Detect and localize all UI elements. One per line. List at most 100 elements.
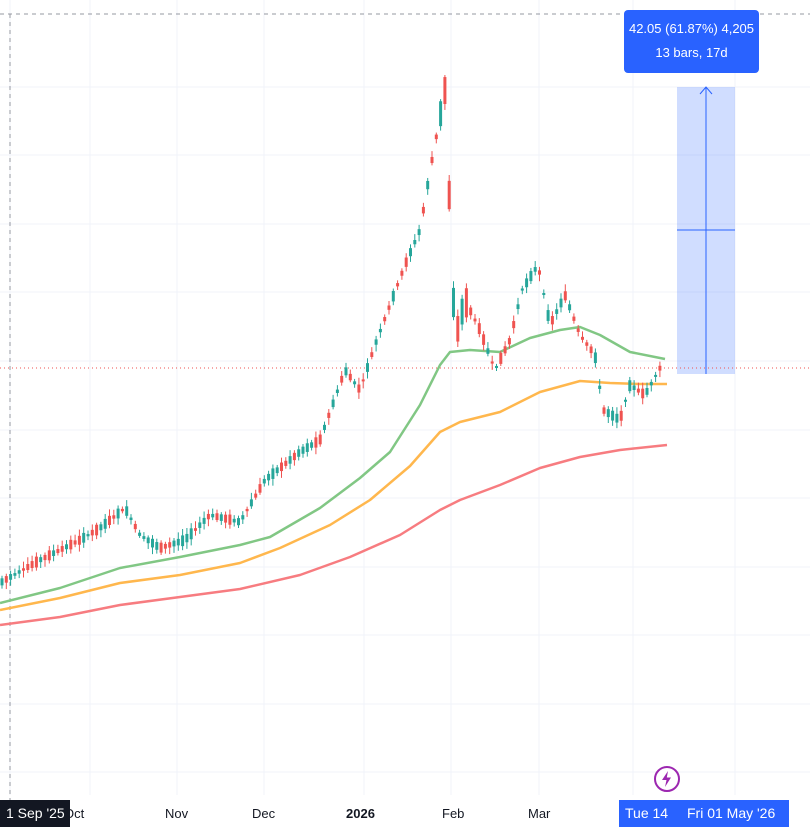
candle-body [529,271,533,282]
candle-body [52,550,56,557]
candle-body [361,379,365,382]
candle-body [4,576,8,583]
candle-body [73,540,77,545]
candle-body [503,346,507,354]
candle-body [559,298,563,308]
lightning-icon[interactable] [654,766,680,792]
candle-body [108,515,111,525]
candle-body [378,328,382,333]
candle-body [512,321,516,329]
candle-body [258,484,262,493]
candle-body [632,385,636,390]
measure-tooltip-line1: 42.05 (61.87%) 4,205 [628,21,755,36]
candle-body [335,389,339,393]
candle-body [237,518,240,526]
candle-body [546,310,550,321]
candle-body [439,101,443,127]
candle-body [56,549,60,554]
moving-average-line-3 [0,443,668,627]
candle-body [533,267,537,272]
x-tick-2026: 2026 [346,806,375,821]
candlestick-series [0,74,662,590]
candle-body [0,578,4,586]
candle-body [249,499,253,507]
candle-body [176,538,180,546]
candle-body [404,257,408,267]
candle-body [323,424,326,430]
candle-body [314,437,318,448]
candle-body [572,316,576,321]
candle-body [615,413,619,423]
candle-body [146,537,150,544]
candle-body [327,412,331,418]
candle-body [555,309,559,314]
candle-body [464,288,468,318]
candle-body [387,305,391,310]
candle-body [550,316,554,325]
candle-body [185,533,189,543]
candle-body [585,342,589,346]
candle-body [628,380,632,392]
candle-body [13,573,17,576]
candle-body [211,513,215,518]
candle-body [645,387,649,395]
candle-body [198,522,202,528]
candle-body [297,449,301,457]
candle-body [469,307,473,316]
candle-body [275,467,279,474]
candle-body [409,248,412,257]
candle-body [542,292,546,296]
candle-body [353,381,357,385]
candle-body [86,534,90,537]
candle-body [151,538,154,548]
candle-body [224,514,228,523]
candle-body [447,180,451,210]
candle-body [120,508,124,512]
candle-body [241,515,245,520]
candle-body [254,493,258,498]
measure-box[interactable] [677,86,735,374]
candle-body [486,348,490,354]
candle-body [357,384,361,393]
candle-body [434,134,438,140]
candle-body [301,446,305,454]
candle-body [598,385,602,389]
candle-body [366,363,369,372]
candle-body [340,375,344,383]
candle-body [26,564,30,571]
candle-body [133,523,137,530]
candle-body [593,352,597,364]
candle-body [538,270,541,275]
candle-body [507,338,511,345]
candle-body [228,514,232,525]
candle-body [563,291,567,301]
candle-body [430,156,434,164]
moving-average-line-2 [0,379,667,612]
candle-body [344,367,348,376]
candle-body [576,328,580,332]
measure-tooltip-line2: 13 bars, 17d [655,45,728,60]
candle-body [43,554,47,561]
candle-body [318,434,322,445]
candle-body [288,456,292,464]
moving-average-line-1 [0,325,666,605]
candle-body [125,506,129,516]
candle-body [495,365,498,369]
candle-body [271,468,275,479]
candle-body [581,336,584,340]
candle-body [525,278,529,288]
candle-body [348,373,352,381]
candle-body [65,544,68,550]
candle-body [22,568,25,571]
candle-body [568,304,572,311]
candle-body [602,407,606,414]
candle-body [280,462,283,472]
candle-body [443,77,447,105]
candle-body [421,206,425,214]
candle-body [30,561,34,569]
candle-body [206,513,210,520]
candle-body [391,290,395,302]
candle-body [159,542,163,553]
candle-body [606,409,610,418]
